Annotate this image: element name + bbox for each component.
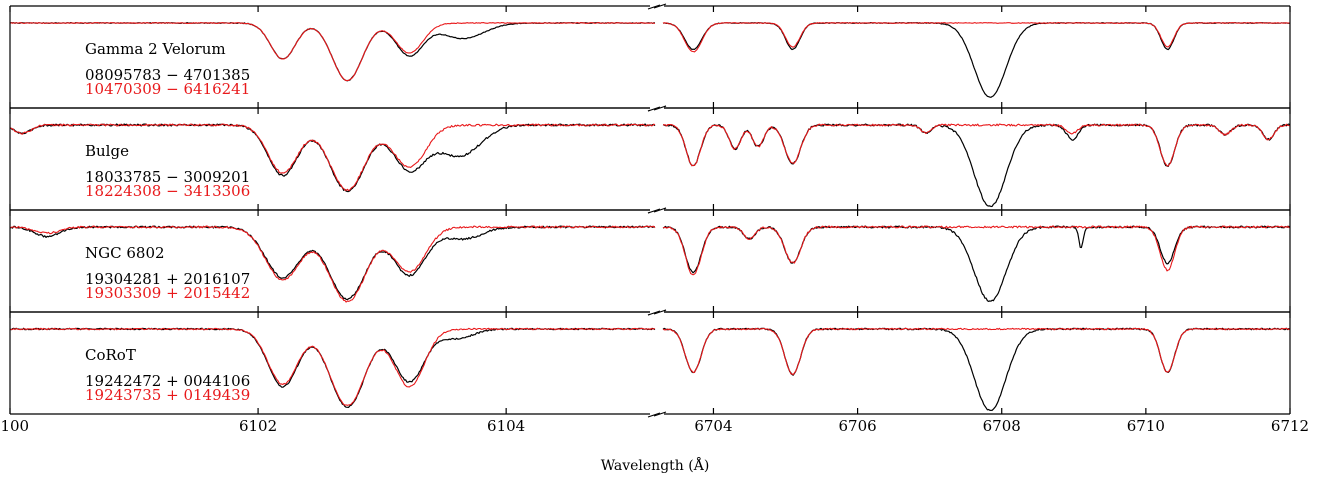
x-tick-label: 6706 [838, 417, 876, 435]
axis-break-slash [653, 309, 667, 315]
axis-break-slash [647, 310, 661, 316]
star-id-red: 19303309 + 2015442 [85, 284, 250, 302]
star-id-black: 19242472 + 0044106 [85, 372, 250, 390]
x-tick-label: 6102 [239, 417, 277, 435]
star-id-red: 10470309 − 6416241 [85, 80, 250, 98]
spectrum-line-red [9, 22, 655, 82]
x-tick-label: 6712 [1271, 417, 1309, 435]
spectrum-line-red [662, 225, 1291, 276]
x-axis-title: Wavelength (Å) [601, 456, 710, 474]
spectrum-panel: Gamma 2 Velorum 08095783 − 47013851047030… [9, 3, 1291, 112]
panel-label: Gamma 2 Velorum [85, 40, 226, 58]
axis-break-slash [647, 412, 661, 418]
axis-break-slash [647, 106, 661, 112]
x-tick-label: 6104 [487, 417, 525, 435]
panel-label: CoRoT [85, 346, 136, 364]
x-tick-label: 6100 [0, 417, 29, 435]
spectrum-line-red [9, 327, 656, 406]
spectrum-line-red [662, 123, 1291, 167]
x-axis: 6100 6102 6104 6704 6706 6708 6710 6712 [0, 417, 1309, 435]
spectrum-line-red [662, 327, 1291, 376]
x-tick-label: 6704 [694, 417, 732, 435]
spectrum-line-black [662, 225, 1291, 302]
star-id-red: 19243735 + 0149439 [85, 386, 250, 404]
star-id-black: 18033785 − 3009201 [85, 168, 250, 186]
axis-break-slash [647, 208, 661, 214]
axis-break-slash [647, 4, 661, 10]
axis-break-slash [653, 411, 667, 417]
x-tick-label: 6708 [983, 417, 1021, 435]
axis-break-slash [653, 3, 667, 9]
spectrum-line-black [662, 22, 1290, 98]
panel-label: Bulge [85, 142, 129, 160]
spectrum-line-red [9, 225, 656, 303]
spectrum-line-black [662, 123, 1291, 208]
x-tick-label: 6710 [1127, 417, 1165, 435]
axis-break-slash [653, 105, 667, 111]
star-id-black: 08095783 − 4701385 [85, 66, 250, 84]
spectrum-line-black [662, 327, 1291, 411]
panel-label: NGC 6802 [85, 244, 165, 262]
star-id-red: 18224308 − 3413306 [85, 182, 250, 200]
spectrum-line-red [9, 123, 656, 192]
panels-layer: Gamma 2 Velorum 08095783 − 47013851047030… [9, 3, 1291, 418]
spectrum-line-red [662, 22, 1291, 53]
axis-break-slash [653, 207, 667, 213]
star-id-black: 19304281 + 2016107 [85, 270, 250, 288]
